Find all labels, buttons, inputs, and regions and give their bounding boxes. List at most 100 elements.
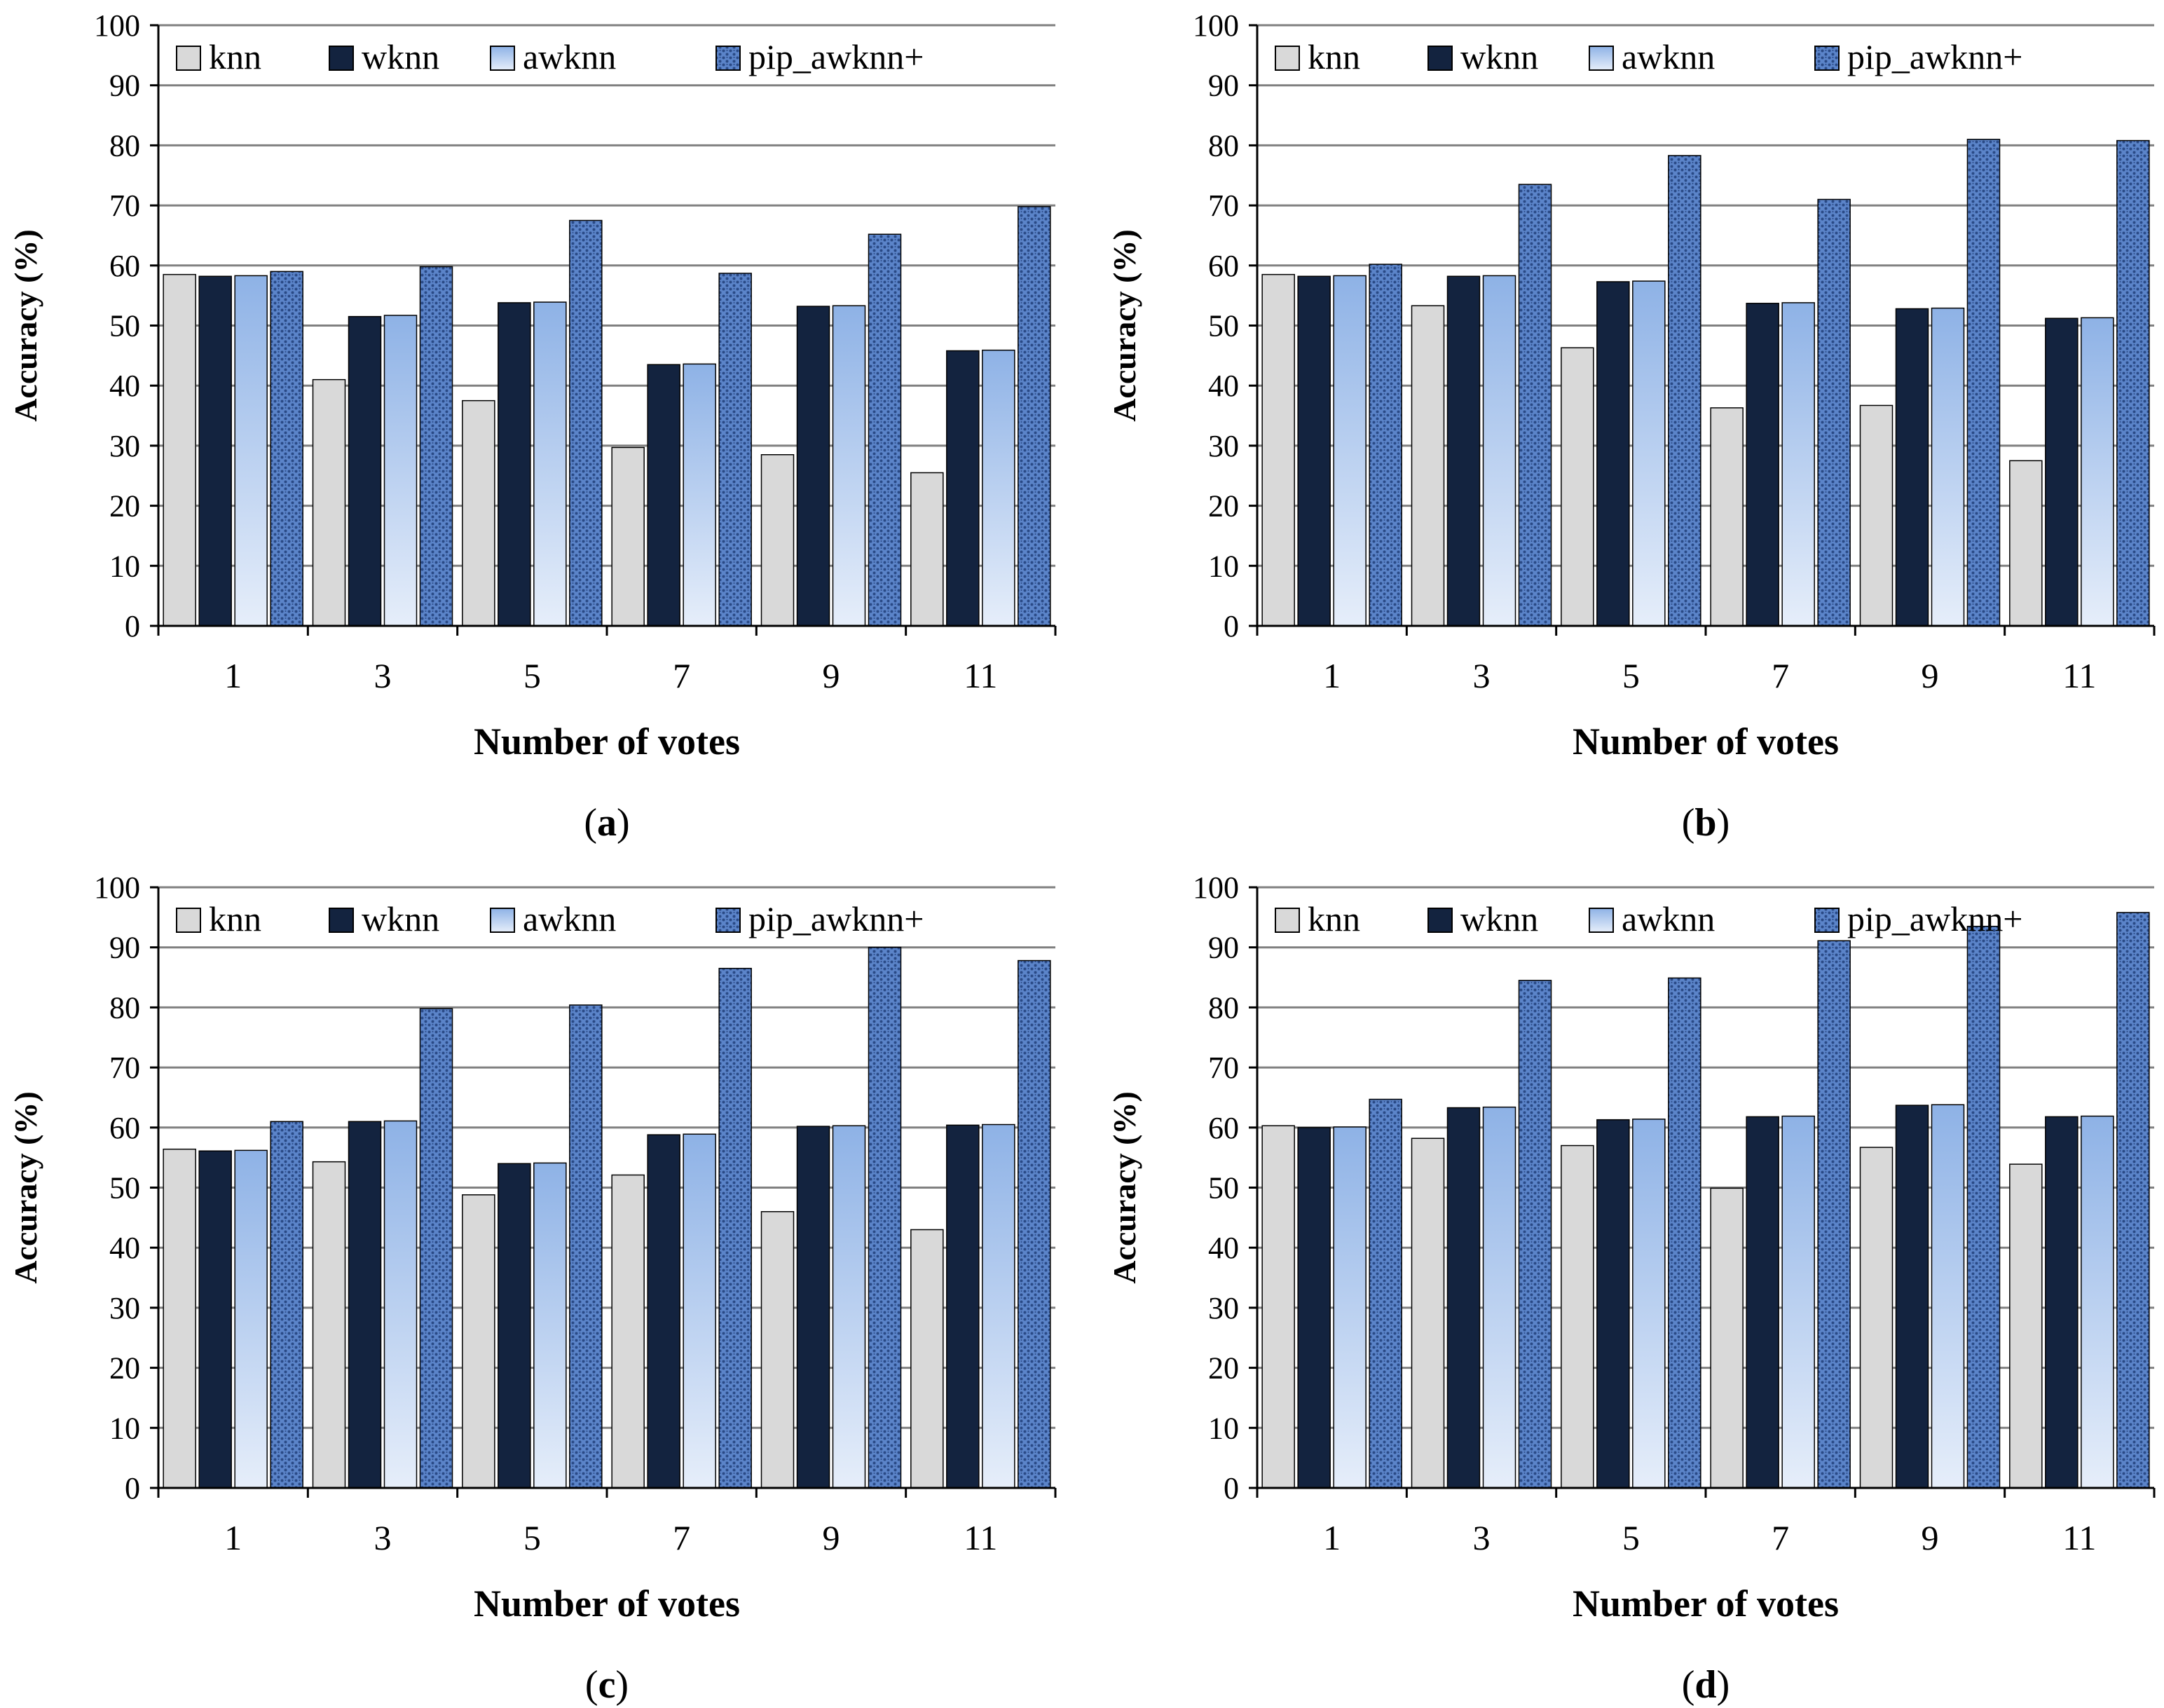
y-tick-label: 60 [1208, 1111, 1239, 1145]
bar-wknn-1 [198, 1150, 232, 1489]
panel-label: (c) [585, 1663, 629, 1707]
y-tick-label: 10 [109, 1411, 140, 1445]
bar-wknn-9 [796, 1126, 830, 1489]
y-tick-label: 90 [1208, 69, 1239, 103]
y-tick-label: 20 [109, 489, 140, 524]
bar-knn-3 [312, 1161, 346, 1489]
panel-label: (d) [1682, 1663, 1730, 1707]
bar-pip-awknn-3 [1518, 184, 1552, 627]
y-tick-label: 70 [109, 1051, 140, 1085]
bar-awknn-3 [1482, 275, 1516, 627]
legend-item: awknn [1589, 37, 1715, 76]
legend-item: pip_awknn+ [1814, 37, 2022, 76]
y-tick-label: 40 [109, 1231, 140, 1265]
panel-paren-close: ) [1717, 1663, 1730, 1707]
panel-paren-open: ( [585, 1663, 598, 1707]
legend-item: awknn [490, 37, 616, 76]
panel-letter: a [597, 801, 617, 845]
bar-awknn-3 [383, 1120, 418, 1489]
legend-item: pip_awknn+ [715, 37, 924, 76]
panel-letter: c [598, 1663, 616, 1707]
legend-label: wknn [1460, 37, 1538, 76]
bar-awknn-11 [2081, 1115, 2114, 1489]
bar-awknn-1 [1333, 275, 1367, 627]
bar-pip-awknn-1 [1369, 264, 1402, 627]
x-category-label: 7 [673, 1518, 690, 1557]
bar-pip-awknn-7 [718, 273, 752, 627]
y-tick-label: 80 [1208, 128, 1239, 163]
bar-pip-awknn-5 [1668, 155, 1701, 627]
x-category-label: 1 [1323, 1518, 1341, 1557]
y-tick-label: 50 [1208, 309, 1239, 343]
bar-wknn-11 [946, 350, 980, 627]
panel-paren-open: ( [584, 801, 597, 845]
y-tick-label: 40 [109, 369, 140, 403]
x-category-label: 11 [2062, 1518, 2096, 1557]
y-tick-label: 20 [109, 1351, 140, 1386]
x-axis-title: Number of votes [474, 1583, 740, 1625]
panel-paren-close: ) [617, 801, 630, 845]
bar-pip-awknn-5 [1668, 977, 1701, 1489]
bar-wknn-7 [1746, 303, 1779, 627]
bar-knn-5 [462, 1194, 495, 1489]
legend: knn wknn awknn pip_awknn+ [1275, 37, 2022, 76]
legend-item: wknn [1427, 899, 1538, 938]
bar-pip-awknn-9 [1966, 925, 2001, 1489]
x-category-label: 11 [2062, 656, 2096, 695]
panel-label: (a) [584, 801, 629, 845]
bar-knn-1 [1261, 273, 1295, 627]
bar-pip-awknn-7 [1817, 198, 1851, 627]
bar-awknn-7 [683, 1133, 716, 1489]
bar-wknn-5 [1596, 281, 1630, 627]
legend-item: wknn [1427, 37, 1538, 76]
legend-swatch [176, 46, 201, 71]
legend-swatch [715, 46, 741, 71]
y-tick-label: 60 [109, 249, 140, 283]
legend-swatch [715, 908, 741, 933]
bar-awknn-5 [533, 1162, 567, 1489]
bar-knn-3 [1411, 1137, 1445, 1489]
bar-awknn-11 [982, 1123, 1015, 1489]
bar-awknn-7 [1781, 302, 1815, 627]
y-tick-label: 70 [109, 189, 140, 223]
y-tick-label: 80 [1208, 990, 1239, 1025]
panel-label: (b) [1682, 801, 1730, 845]
y-tick-label: 0 [1224, 609, 1239, 643]
bar-knn-7 [1710, 1187, 1744, 1489]
x-category-label: 11 [964, 1518, 997, 1557]
bar-awknn-7 [1781, 1115, 1815, 1489]
legend-label: wknn [362, 37, 439, 76]
y-tick-label: 30 [1208, 429, 1239, 463]
legend-label: pip_awknn+ [748, 37, 924, 76]
chart-c: 0 10 20 30 40 50 60 70 80 90 100 1 3 5 7 9 11 Number of v… [8, 870, 1057, 1707]
y-tick-label: 90 [1208, 931, 1239, 965]
bar-pip-awknn-5 [569, 219, 603, 627]
legend-item: awknn [490, 899, 616, 938]
x-category-label: 5 [523, 656, 541, 695]
y-tick-label: 30 [1208, 1291, 1239, 1325]
bar-wknn-7 [647, 364, 680, 627]
bar-awknn-9 [832, 305, 866, 627]
bar-wknn-3 [348, 315, 382, 627]
bar-knn-5 [1561, 347, 1594, 627]
y-axis-title: Accuracy (%) [8, 1091, 43, 1284]
legend-swatch [1814, 908, 1840, 933]
legend: knn wknn awknn pip_awknn+ [176, 899, 924, 938]
legend-swatch [1275, 908, 1300, 933]
x-category-label: 1 [224, 656, 242, 695]
y-tick-label: 100 [94, 8, 140, 43]
y-tick-label: 80 [109, 128, 140, 163]
bar-knn-1 [1261, 1125, 1295, 1489]
y-tick-label: 90 [109, 69, 140, 103]
legend-swatch [1427, 908, 1453, 933]
bar-knn-11 [910, 1229, 944, 1489]
bar-awknn-1 [234, 1149, 268, 1489]
x-category-label: 9 [1922, 656, 1939, 695]
bar-wknn-9 [1895, 308, 1929, 627]
bar-awknn-11 [982, 349, 1015, 627]
x-category-label: 5 [1622, 1518, 1640, 1557]
legend-item: wknn [329, 899, 439, 938]
legend-label: wknn [362, 899, 439, 938]
x-category-label: 7 [1772, 656, 1789, 695]
bar-knn-9 [1859, 404, 1894, 627]
